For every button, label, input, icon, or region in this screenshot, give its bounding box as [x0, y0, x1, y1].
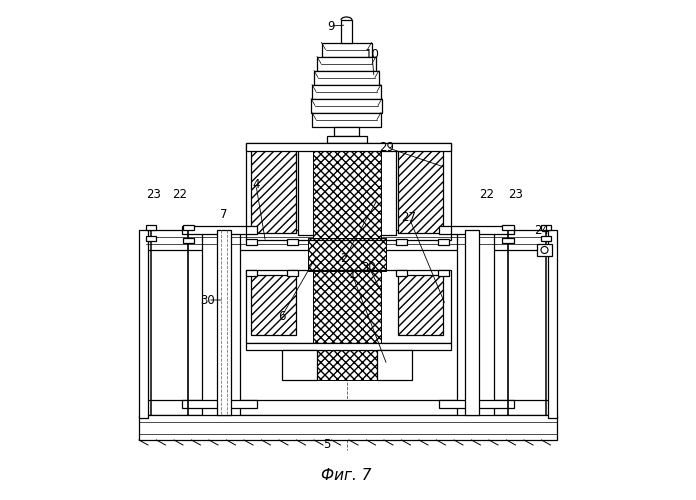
Bar — [282, 350, 317, 380]
Bar — [314, 70, 379, 85]
Bar — [246, 142, 450, 150]
Text: 5: 5 — [324, 438, 331, 450]
Bar — [182, 238, 193, 242]
Bar — [246, 142, 450, 240]
Bar — [457, 230, 494, 418]
Text: 1: 1 — [348, 268, 356, 280]
Bar — [317, 56, 376, 70]
Bar — [438, 270, 449, 276]
Bar — [395, 270, 406, 276]
Bar — [182, 400, 257, 408]
Text: 7: 7 — [220, 208, 228, 222]
Bar — [438, 239, 449, 245]
Bar — [182, 225, 193, 230]
Text: 30: 30 — [200, 294, 215, 306]
Bar — [439, 400, 514, 408]
Text: 22: 22 — [480, 188, 494, 202]
Bar — [251, 148, 296, 232]
Text: 29: 29 — [379, 141, 395, 154]
Circle shape — [541, 246, 548, 254]
Bar — [287, 239, 298, 245]
Bar — [341, 20, 352, 42]
Bar — [308, 238, 386, 271]
Bar — [139, 230, 148, 418]
Bar — [246, 270, 450, 342]
Text: 22: 22 — [172, 188, 187, 202]
Bar — [298, 148, 395, 235]
Text: 27: 27 — [402, 211, 416, 224]
Text: 23: 23 — [147, 188, 161, 202]
Bar — [322, 42, 372, 56]
Bar — [313, 271, 381, 380]
Text: Фиг. 7: Фиг. 7 — [322, 468, 372, 482]
Bar — [541, 225, 551, 230]
Bar — [202, 230, 239, 418]
Text: 10: 10 — [365, 48, 379, 60]
Text: 30: 30 — [362, 261, 377, 274]
Bar — [334, 126, 359, 136]
Bar — [398, 148, 443, 232]
Bar — [395, 239, 406, 245]
Text: 6: 6 — [278, 310, 286, 322]
Bar — [139, 415, 557, 440]
Bar — [311, 98, 382, 112]
Bar — [537, 244, 552, 256]
Bar — [503, 238, 514, 242]
Bar — [287, 270, 298, 276]
Bar — [326, 136, 367, 142]
Bar — [503, 225, 514, 230]
Bar — [377, 350, 412, 380]
Text: 24: 24 — [535, 224, 550, 237]
Bar — [145, 236, 155, 241]
Bar — [398, 275, 443, 335]
Bar — [541, 236, 551, 241]
Bar — [145, 400, 551, 415]
Bar — [182, 226, 257, 234]
Text: 2: 2 — [340, 252, 348, 266]
Text: 4: 4 — [252, 178, 260, 192]
Bar — [251, 275, 296, 335]
Bar — [439, 226, 514, 234]
Bar — [313, 148, 381, 238]
Bar — [312, 84, 381, 98]
Bar — [548, 230, 557, 418]
Bar — [246, 239, 257, 245]
Text: 23: 23 — [509, 188, 523, 202]
Bar — [246, 270, 257, 276]
Text: 9: 9 — [328, 20, 335, 32]
Bar — [217, 230, 231, 415]
Bar — [145, 225, 155, 230]
Bar — [465, 230, 479, 415]
Bar — [145, 230, 551, 250]
Bar — [246, 342, 450, 349]
Bar — [312, 112, 381, 126]
